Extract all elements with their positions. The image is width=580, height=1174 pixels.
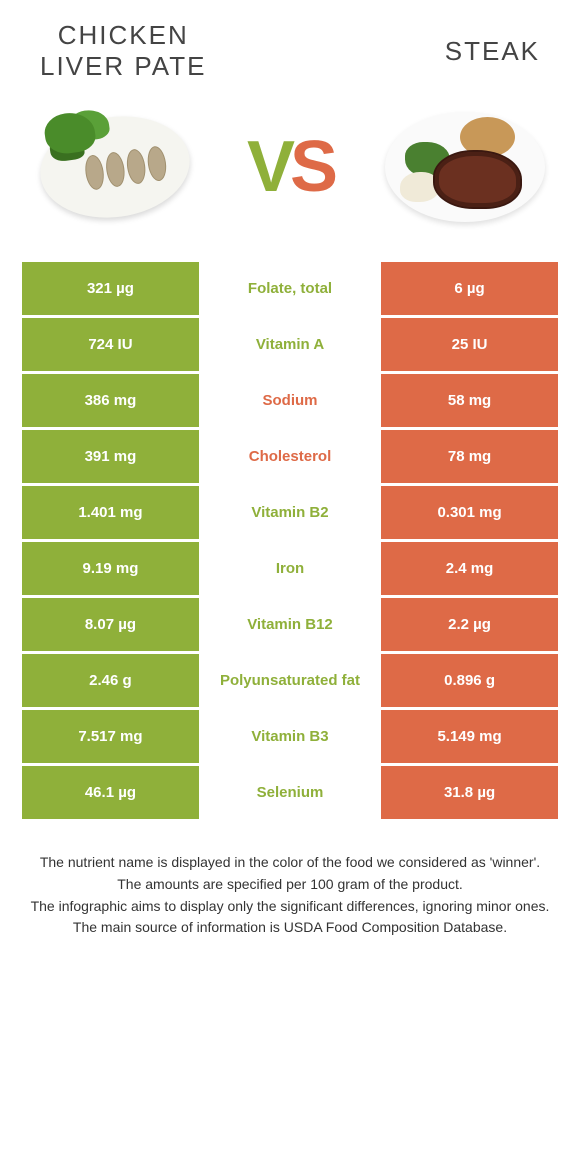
left-value: 46.1 µg xyxy=(22,766,199,819)
table-row: 9.19 mgIron2.4 mg xyxy=(22,542,558,598)
steak-plate-icon xyxy=(385,112,545,222)
left-value: 7.517 mg xyxy=(22,710,199,763)
nutrient-label: Vitamin B3 xyxy=(199,710,381,763)
right-value: 2.4 mg xyxy=(381,542,558,595)
left-value: 9.19 mg xyxy=(22,542,199,595)
footer-line: The infographic aims to display only the… xyxy=(30,896,550,918)
right-value: 78 mg xyxy=(381,430,558,483)
left-food-image xyxy=(30,102,200,232)
right-value: 25 IU xyxy=(381,318,558,371)
table-row: 386 mgSodium58 mg xyxy=(22,374,558,430)
right-value: 58 mg xyxy=(381,374,558,427)
table-row: 1.401 mgVitamin B20.301 mg xyxy=(22,486,558,542)
left-food-title: CHICKEN LIVER PATE xyxy=(40,20,206,82)
footer-line: The main source of information is USDA F… xyxy=(30,917,550,939)
table-row: 391 mgCholesterol78 mg xyxy=(22,430,558,486)
left-value: 321 µg xyxy=(22,262,199,315)
left-value: 1.401 mg xyxy=(22,486,199,539)
right-value: 0.896 g xyxy=(381,654,558,707)
table-row: 321 µgFolate, total6 µg xyxy=(22,262,558,318)
left-value: 391 mg xyxy=(22,430,199,483)
header: CHICKEN LIVER PATE STEAK xyxy=(0,0,580,92)
vs-label: VS xyxy=(247,126,333,208)
table-row: 7.517 mgVitamin B35.149 mg xyxy=(22,710,558,766)
table-row: 8.07 µgVitamin B122.2 µg xyxy=(22,598,558,654)
nutrient-label: Folate, total xyxy=(199,262,381,315)
left-value: 724 IU xyxy=(22,318,199,371)
left-value: 8.07 µg xyxy=(22,598,199,651)
pate-plate-icon xyxy=(34,107,196,227)
left-value: 2.46 g xyxy=(22,654,199,707)
nutrient-label: Cholesterol xyxy=(199,430,381,483)
right-value: 0.301 mg xyxy=(381,486,558,539)
nutrient-label: Sodium xyxy=(199,374,381,427)
right-value: 6 µg xyxy=(381,262,558,315)
right-food-image xyxy=(380,102,550,232)
nutrient-label: Vitamin B2 xyxy=(199,486,381,539)
right-value: 5.149 mg xyxy=(381,710,558,763)
table-row: 724 IUVitamin A25 IU xyxy=(22,318,558,374)
right-food-title: STEAK xyxy=(445,36,540,67)
right-value: 31.8 µg xyxy=(381,766,558,819)
table-row: 2.46 gPolyunsaturated fat0.896 g xyxy=(22,654,558,710)
nutrient-label: Vitamin B12 xyxy=(199,598,381,651)
nutrient-label: Iron xyxy=(199,542,381,595)
right-value: 2.2 µg xyxy=(381,598,558,651)
left-value: 386 mg xyxy=(22,374,199,427)
footer-notes: The nutrient name is displayed in the co… xyxy=(0,822,580,939)
footer-line: The nutrient name is displayed in the co… xyxy=(30,852,550,874)
vs-v: V xyxy=(247,127,290,207)
nutrient-label: Vitamin A xyxy=(199,318,381,371)
table-row: 46.1 µgSelenium31.8 µg xyxy=(22,766,558,822)
footer-line: The amounts are specified per 100 gram o… xyxy=(30,874,550,896)
images-row: VS xyxy=(0,92,580,262)
vs-s: S xyxy=(290,127,333,207)
nutrient-label: Selenium xyxy=(199,766,381,819)
nutrient-label: Polyunsaturated fat xyxy=(199,654,381,707)
comparison-table: 321 µgFolate, total6 µg724 IUVitamin A25… xyxy=(22,262,558,822)
